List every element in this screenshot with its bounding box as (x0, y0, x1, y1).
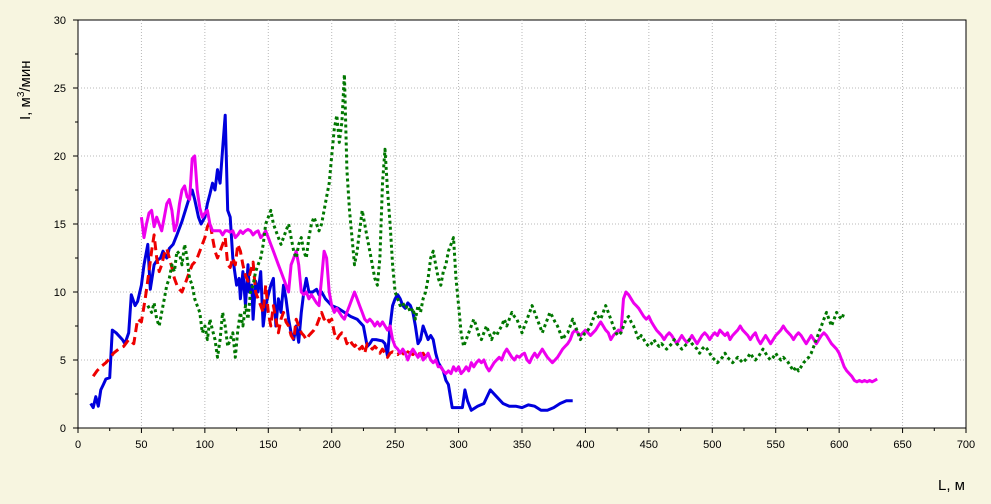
y-axis-label-sup: 3 (16, 91, 27, 97)
y-tick-label: 25 (54, 83, 66, 95)
y-tick-label: 20 (54, 151, 66, 163)
series-line-1 (91, 219, 429, 378)
x-tick-label: 50 (135, 439, 147, 451)
y-tick-label: 10 (54, 287, 66, 299)
x-tick-label: 550 (767, 439, 785, 451)
x-tick-label: 400 (576, 439, 594, 451)
x-tick-label: 200 (323, 439, 341, 451)
x-tick-label: 600 (830, 439, 848, 451)
x-tick-label: 0 (75, 439, 81, 451)
y-tick-label: 30 (54, 15, 66, 27)
y-tick-label: 15 (54, 219, 66, 231)
series-layer (89, 72, 878, 412)
x-axis-label: L, м (938, 477, 965, 494)
x-tick-label: 650 (893, 439, 911, 451)
x-tick-label: 700 (957, 439, 975, 451)
x-tick-label: 250 (386, 439, 404, 451)
x-tick-label: 500 (703, 439, 721, 451)
y-axis-label-tail: /мин (17, 60, 34, 91)
grid-lines (78, 20, 966, 428)
series-line-0 (89, 113, 573, 412)
y-tick-label: 5 (60, 355, 66, 367)
x-tick-label: 300 (449, 439, 467, 451)
y-axis-label-main: I, м (17, 97, 34, 120)
y-tick-label: 0 (60, 423, 66, 435)
x-tick-label: 350 (513, 439, 531, 451)
x-tick-label: 450 (640, 439, 658, 451)
x-tick-label: 100 (196, 439, 214, 451)
x-tick-label: 150 (259, 439, 277, 451)
axis-ticks: 0 50 100 150 200 250 300 350 400 450 500 550 600 650 7… (54, 15, 975, 451)
y-axis-label: I, м3/мин (16, 60, 34, 120)
svg-text:I, м3/мин: I, м3/мин (16, 60, 34, 120)
series-line-3 (146, 72, 846, 373)
